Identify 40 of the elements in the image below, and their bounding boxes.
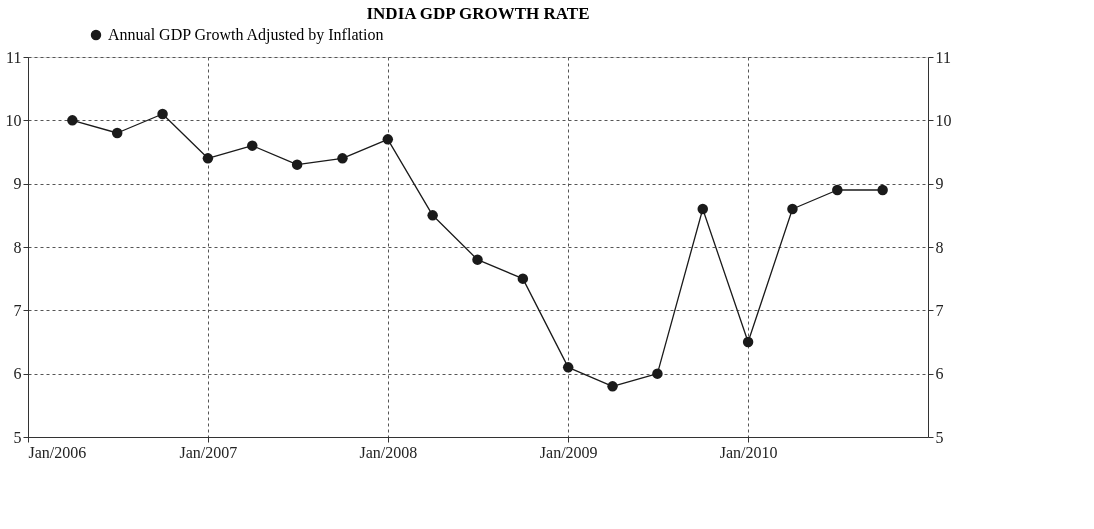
point [562, 362, 574, 373]
point [607, 381, 618, 392]
y-tick-label: 6 [13, 365, 22, 383]
y2-tick-label: 6 [935, 365, 944, 383]
y-tick-label: 11 [6, 48, 22, 66]
point [111, 127, 123, 139]
y2-tick-label: 10 [935, 111, 952, 129]
y2-tick-label: 8 [935, 238, 944, 256]
legend-label: Annual GDP Growth Adjusted by Inflation [108, 26, 384, 44]
chart-title: INDIA GDP GROWTH RATE [366, 4, 590, 23]
y2-tick-label: 7 [935, 301, 944, 319]
x-tick-label: Jan/2010 [719, 443, 778, 461]
point [652, 368, 663, 379]
point [157, 108, 168, 120]
point [337, 153, 348, 164]
y-tick-label: 5 [13, 428, 22, 446]
y-tick-label: 7 [13, 301, 22, 319]
point [832, 184, 843, 196]
y-tick-label: 8 [13, 238, 22, 256]
y2-tick-label: 9 [935, 175, 944, 193]
point [697, 203, 708, 215]
point [517, 273, 529, 284]
point [67, 115, 78, 126]
point [742, 336, 754, 348]
point [787, 203, 798, 215]
point [202, 153, 214, 164]
point [877, 184, 888, 196]
y-tick-label: 9 [13, 175, 22, 193]
point [472, 254, 483, 265]
point [427, 210, 438, 221]
point [247, 140, 258, 151]
x-tick-label: Jan/2009 [539, 443, 598, 461]
x-tick-label: Jan/2008 [359, 443, 418, 461]
point [291, 159, 303, 170]
y2-tick-label: 5 [935, 428, 944, 446]
y2-tick-label: 11 [935, 48, 951, 66]
x-tick-label: Jan/2006 [28, 443, 87, 461]
x-tick-label: Jan/2007 [179, 443, 238, 461]
y-tick-label: 10 [5, 111, 22, 129]
point [382, 134, 394, 145]
